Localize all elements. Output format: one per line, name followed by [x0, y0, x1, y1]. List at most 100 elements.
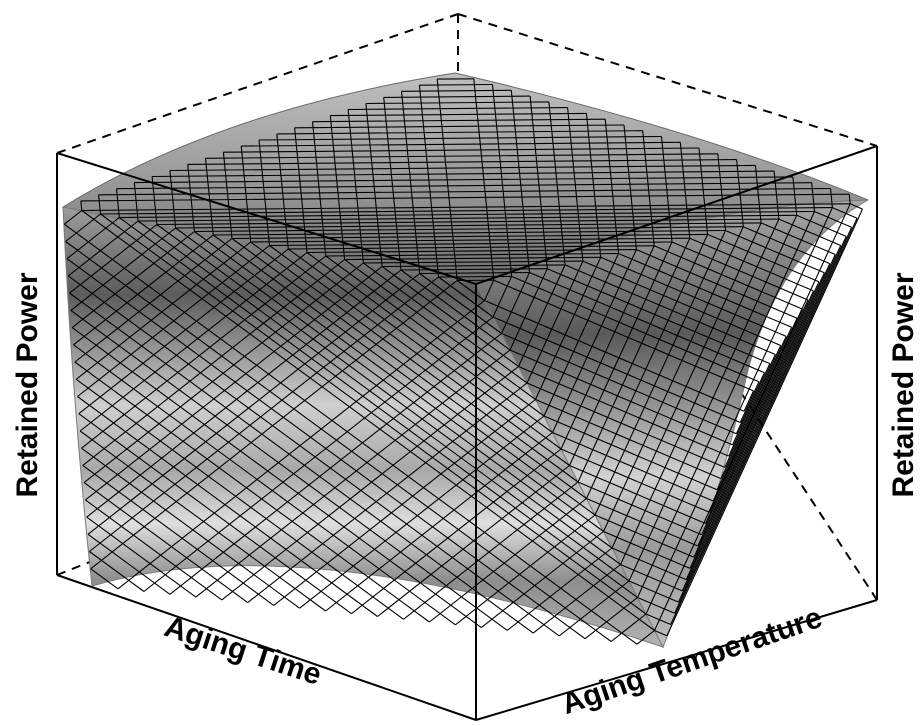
mesh-line-top	[213, 229, 726, 236]
mesh-line-right	[535, 257, 602, 400]
mesh-line-right	[666, 208, 863, 637]
mesh-line-front	[532, 564, 621, 634]
mesh-line-right	[814, 210, 852, 228]
mesh-line-front	[79, 430, 326, 612]
z-axis-label-left: Retained Power	[11, 272, 44, 497]
mesh-line-top	[152, 170, 775, 178]
mesh-line-top	[81, 203, 851, 212]
mesh-line-front	[400, 269, 511, 351]
mesh-line-right	[594, 230, 726, 516]
mesh-line-top	[194, 226, 744, 233]
mesh-line-top	[187, 164, 195, 232]
mesh-line-right	[586, 234, 709, 499]
mesh-line-front	[351, 448, 562, 615]
mesh-line-front	[81, 210, 655, 631]
mesh-line-front	[636, 630, 655, 645]
mesh-line-right	[577, 237, 691, 483]
mesh-line-front	[66, 217, 120, 260]
mesh-line-front	[83, 262, 364, 484]
mesh-line-front	[82, 464, 275, 606]
mesh-line-right	[552, 249, 637, 433]
mesh-line-right	[509, 349, 733, 446]
mesh-line-right	[735, 372, 765, 434]
mesh-line-right	[547, 268, 771, 365]
mesh-line-right	[832, 207, 858, 219]
mesh-line-top	[325, 252, 619, 257]
mesh-line-front	[419, 273, 502, 334]
mesh-line-top	[510, 90, 531, 273]
mesh-line-right	[743, 226, 831, 265]
mesh-line-front	[363, 262, 528, 384]
mesh-line-right	[849, 203, 863, 210]
mesh-line-front	[75, 378, 404, 620]
mesh-line-front	[71, 327, 482, 629]
mesh-line-right	[689, 263, 831, 569]
mesh-line-top	[754, 165, 762, 223]
mesh-line-right	[569, 241, 673, 466]
mesh-line-front	[85, 499, 223, 601]
mesh-line-right	[725, 229, 825, 274]
box-edge-bottom-front-right	[475, 599, 878, 721]
mesh-line-right	[645, 207, 833, 615]
mesh-line-right	[582, 260, 781, 347]
mesh-line-right	[671, 241, 809, 301]
mesh-line-top	[231, 233, 708, 240]
mesh-line-right	[501, 332, 737, 435]
mesh-line-top	[169, 170, 177, 229]
mesh-line-top	[276, 133, 289, 250]
mesh-line-front	[70, 309, 508, 631]
mesh-line-top	[365, 103, 383, 267]
mesh-line-top	[698, 147, 709, 235]
mesh-line-top	[329, 115, 346, 260]
mesh-line-front	[89, 276, 439, 552]
mesh-line-front	[287, 248, 562, 450]
mesh-line-top	[642, 130, 655, 246]
mesh-line-right	[603, 530, 691, 569]
mesh-line-top	[829, 188, 833, 208]
mesh-line-right	[739, 381, 760, 423]
mesh-line-top	[848, 194, 851, 204]
mesh-line-top	[383, 95, 531, 98]
mesh-line-front	[584, 597, 638, 640]
mesh-line-right	[543, 415, 718, 491]
mesh-line-front	[65, 213, 101, 242]
mesh-line-top	[418, 85, 440, 278]
mesh-line-top	[240, 146, 252, 243]
mesh-line-front	[78, 413, 352, 615]
mesh-line-top	[269, 241, 673, 247]
mesh-line-top	[436, 79, 458, 281]
mesh-line-right	[707, 233, 820, 283]
mesh-line-top	[156, 218, 779, 226]
mesh-line-right	[535, 398, 722, 480]
mesh-line-top	[98, 194, 102, 215]
mesh-line-front	[90, 568, 119, 590]
mesh-line-front	[77, 396, 378, 617]
mesh-line-front	[344, 259, 536, 400]
mesh-line-front	[65, 241, 612, 642]
mesh-line-top	[116, 182, 812, 190]
mesh-line-top	[773, 171, 780, 220]
mesh-line-front	[85, 266, 383, 501]
mesh-line-right	[685, 254, 836, 580]
mesh-line-top	[288, 245, 655, 250]
mesh-line-top	[100, 207, 833, 215]
mesh-line-right	[611, 222, 762, 549]
mesh-line-front	[74, 238, 233, 363]
mesh-line-top	[223, 147, 700, 153]
mesh-line-top	[80, 200, 83, 211]
mesh-line-front	[78, 248, 289, 415]
mesh-line-front	[506, 547, 613, 631]
mesh-line-right	[645, 613, 671, 626]
mesh-line-front	[403, 481, 579, 620]
mesh-line-front	[63, 223, 638, 645]
mesh-line-front	[381, 266, 519, 367]
mesh-line-front	[143, 316, 494, 592]
mesh-line-front	[438, 276, 494, 318]
mesh-line-front	[82, 259, 345, 466]
box-edge-top-left	[56, 13, 459, 154]
mesh-line-right	[620, 218, 780, 565]
mesh-line-right	[701, 290, 814, 535]
mesh-line-front	[250, 241, 579, 483]
mesh-line-right	[618, 252, 792, 328]
mesh-line-top	[347, 109, 364, 264]
